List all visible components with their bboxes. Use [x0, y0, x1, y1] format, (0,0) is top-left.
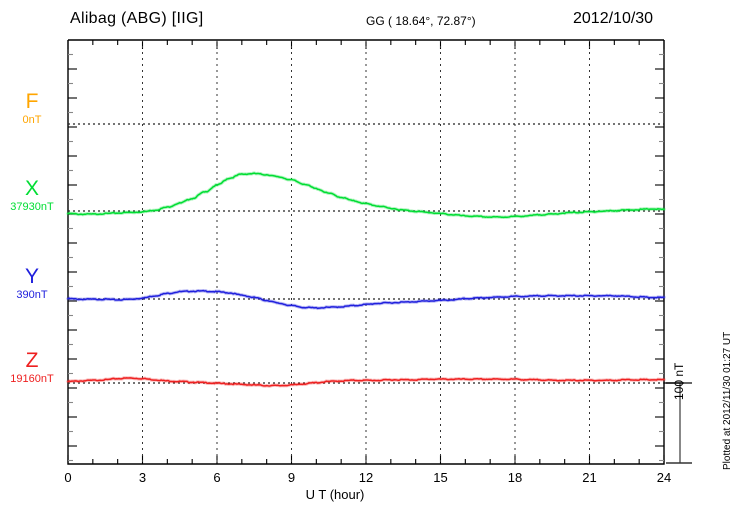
x-axis-title: U T (hour): [0, 487, 730, 502]
component-letter-f: F: [25, 90, 39, 113]
x-tick-12: 12: [358, 470, 374, 485]
x-tick-15: 15: [433, 470, 448, 485]
component-letter-z: Z: [25, 349, 39, 372]
station-title: Alibag (ABG) [IIG]: [70, 10, 204, 27]
component-label-z: Z 19160nT: [0, 350, 64, 385]
observation-date: 2012/10/30: [573, 10, 654, 27]
scale-bar-label: 100 nT: [672, 362, 686, 400]
geographic-coordinates: GG ( 18.64°, 72.87°): [366, 14, 476, 28]
component-baseline-y: 390nT: [16, 289, 48, 301]
x-tick-6: 6: [213, 470, 221, 485]
x-tick-18: 18: [507, 470, 523, 485]
scale-bar: [664, 382, 692, 464]
component-label-y: Y 390nT: [0, 266, 64, 301]
x-tick-9: 9: [287, 470, 296, 485]
x-axis-title-text: U T (hour): [305, 487, 365, 502]
x-tick-3: 3: [138, 470, 147, 485]
x-tick-0: 0: [64, 470, 72, 485]
x-tick-21: 21: [582, 470, 597, 485]
component-label-f: F 0nT: [0, 91, 64, 126]
component-baseline-x: 37930nT: [10, 201, 54, 213]
component-baseline-z: 19160nT: [10, 373, 54, 385]
grid-lines: [142, 40, 590, 464]
plotted-at-timestamp: Plotted at 2012/11/30 01:27 UT: [722, 331, 730, 470]
component-label-x: X 37930nT: [0, 178, 64, 213]
component-letter-y: Y: [24, 265, 39, 288]
component-letter-x: X: [24, 177, 39, 200]
component-baselines: [68, 123, 664, 384]
component-traces: [66, 171, 666, 388]
x-tick-24: 24: [656, 470, 672, 485]
component-baseline-f: 0nT: [22, 114, 42, 126]
